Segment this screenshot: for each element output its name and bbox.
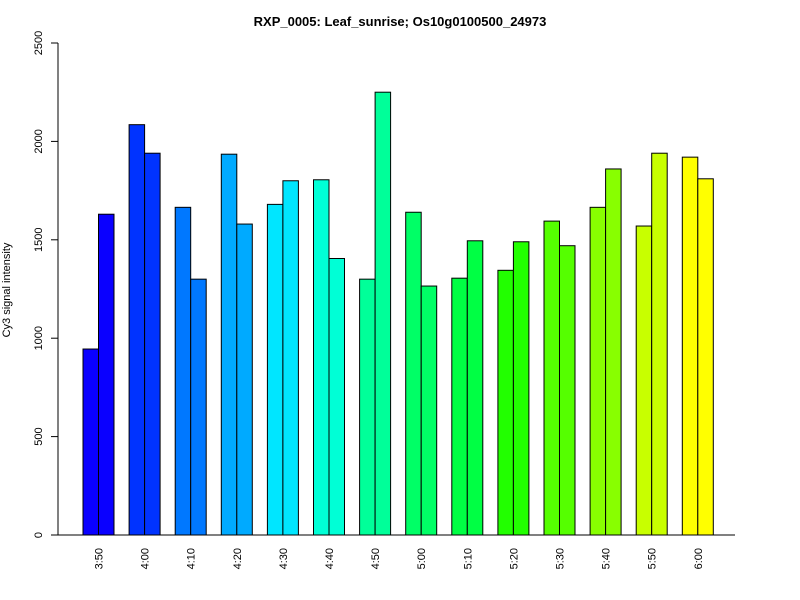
bar bbox=[282, 180, 299, 536]
x-tick-label: 4:50 bbox=[370, 548, 382, 569]
bar bbox=[405, 211, 422, 536]
bar bbox=[144, 152, 161, 536]
y-axis-label: Cy3 signal intensity bbox=[1, 242, 13, 337]
y-tick-label: 0 bbox=[33, 532, 45, 538]
x-tick-label: 4:10 bbox=[186, 548, 198, 569]
x-tick-label: 5:20 bbox=[508, 548, 520, 569]
y-tick-label: 2500 bbox=[33, 31, 45, 55]
bar bbox=[328, 257, 345, 536]
x-tick-label: 5:30 bbox=[555, 548, 567, 569]
x-tick-label: 6:00 bbox=[693, 548, 705, 569]
bar bbox=[190, 278, 207, 536]
x-tick-label: 4:30 bbox=[278, 548, 290, 569]
bar bbox=[466, 240, 484, 536]
x-tick-label: 3:50 bbox=[94, 548, 106, 569]
x-tick-label: 5:10 bbox=[462, 548, 474, 569]
bar bbox=[266, 203, 284, 536]
bar bbox=[635, 225, 653, 536]
x-tick-label: 4:00 bbox=[140, 548, 152, 569]
bars-group bbox=[82, 91, 714, 536]
bar bbox=[589, 206, 607, 536]
x-tick-label: 5:50 bbox=[647, 548, 659, 569]
bar bbox=[497, 269, 514, 536]
x-tick-label: 5:40 bbox=[601, 548, 613, 569]
x-tick-label: 5:00 bbox=[416, 548, 428, 569]
bar bbox=[651, 152, 668, 536]
bar bbox=[605, 168, 622, 536]
y-axis: 0 500 1000 1500 2000 2500 bbox=[33, 31, 59, 538]
bar bbox=[236, 223, 253, 536]
x-tick-label: 4:20 bbox=[232, 548, 244, 569]
bar bbox=[359, 278, 376, 536]
x-axis: 3:50 4:00 4:10 4:20 4:30 4:40 4:50 5:00 5:10 5:20… bbox=[58, 534, 735, 569]
x-tick-label: 4:40 bbox=[324, 548, 336, 569]
bar bbox=[697, 178, 714, 536]
bar bbox=[559, 245, 576, 536]
bar bbox=[681, 156, 699, 536]
y-tick-label: 1500 bbox=[33, 228, 45, 252]
bar bbox=[313, 179, 330, 536]
bar bbox=[82, 348, 99, 536]
bar bbox=[420, 285, 438, 536]
bar bbox=[220, 153, 238, 536]
chart-title: RXP_0005: Leaf_sunrise; Os10g0100500_249… bbox=[254, 14, 547, 29]
y-tick-label: 2000 bbox=[33, 129, 45, 153]
bar bbox=[512, 241, 530, 536]
bar bbox=[128, 124, 146, 536]
y-tick-label: 1000 bbox=[33, 326, 45, 350]
bar bbox=[374, 91, 392, 536]
bar bbox=[174, 206, 192, 536]
bar bbox=[98, 213, 115, 536]
bar bbox=[451, 277, 468, 536]
bar bbox=[543, 220, 560, 536]
y-tick-label: 500 bbox=[33, 427, 45, 445]
